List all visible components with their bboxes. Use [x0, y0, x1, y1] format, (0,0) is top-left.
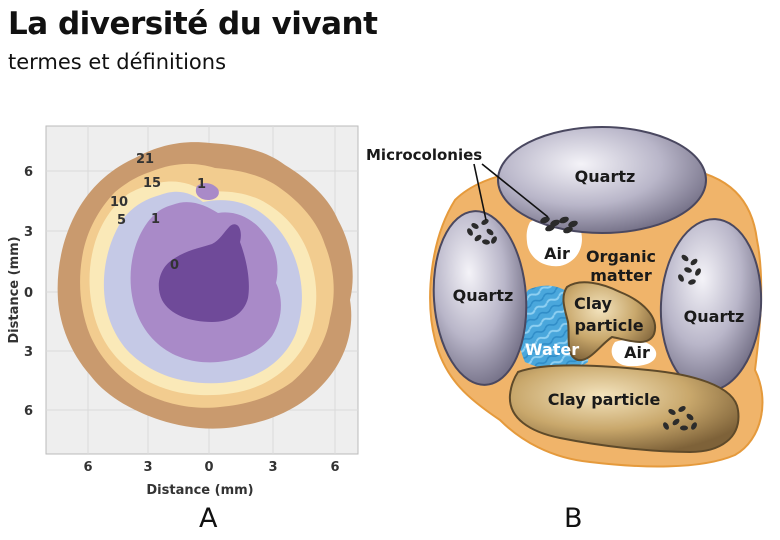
- microcolony-right: [678, 254, 701, 285]
- microcolonies-label: Microcolonies: [366, 146, 482, 164]
- x-tick-label: 3: [143, 460, 152, 475]
- microcolony-bottom: [663, 406, 697, 431]
- quartz-left-label: Quartz: [453, 286, 514, 305]
- x-axis-title: Distance (mm): [146, 483, 253, 498]
- contour-level-1-spot: [195, 183, 219, 200]
- contour-map: 21 15 10 5 1 1 0 6 3 0 3 6 6 3 0 3 6 Dis…: [7, 125, 359, 498]
- y-tick-label: 0: [24, 286, 33, 301]
- organic-matter-label-line1: Organic: [586, 247, 656, 266]
- clay-particle-middle: [562, 281, 657, 362]
- panel-label-a: A: [199, 503, 218, 534]
- contour-label-1: 1: [151, 212, 160, 227]
- contour-label-1-top: 1: [197, 177, 206, 192]
- contour-label-10: 10: [110, 195, 128, 210]
- water-label: Water: [525, 340, 579, 359]
- quartz-right-label: Quartz: [684, 307, 745, 326]
- air-pocket-bottom: [611, 339, 657, 367]
- organic-matter-label-line2: matter: [590, 266, 652, 285]
- callout-lines: [473, 163, 549, 221]
- panel-label-b: B: [564, 503, 583, 534]
- y-axis-title: Distance (mm): [7, 236, 22, 343]
- air-top-label: Air: [544, 244, 570, 263]
- y-tick-label: 6: [24, 165, 33, 180]
- soil-aggregate-diagram: Microcolonies Quartz Quartz Quartz Air O…: [366, 126, 764, 468]
- quartz-particle-top: [497, 126, 707, 234]
- y-tick-label: 6: [24, 404, 33, 419]
- clay-particle-label-line1: Clay: [574, 294, 613, 313]
- x-tick-label: 3: [268, 460, 277, 475]
- contour-label-5: 5: [117, 213, 126, 228]
- x-tick-label: 6: [330, 460, 339, 475]
- contour-label-21: 21: [136, 152, 154, 167]
- contour-label-15: 15: [143, 176, 161, 191]
- contour-level-0: [158, 224, 249, 322]
- x-tick-label: 6: [83, 460, 92, 475]
- page-title: La diversité du vivant: [8, 6, 378, 42]
- quartz-top-label: Quartz: [575, 167, 636, 186]
- microcolony-left: [467, 219, 497, 245]
- clay-particle-label-line2: particle: [574, 316, 643, 335]
- quartz-particle-left: [432, 210, 528, 386]
- x-tick-label: 0: [204, 460, 213, 475]
- air-bottom-label: Air: [624, 343, 650, 362]
- page-subtitle: termes et définitions: [8, 50, 227, 74]
- y-tick-label: 3: [24, 225, 33, 240]
- clay-particle-bottom: [508, 364, 740, 454]
- contour-label-0: 0: [170, 258, 179, 273]
- microcolony-top: [540, 216, 578, 234]
- y-tick-label: 3: [24, 345, 33, 360]
- clay-particle-bottom-label: Clay particle: [548, 390, 661, 409]
